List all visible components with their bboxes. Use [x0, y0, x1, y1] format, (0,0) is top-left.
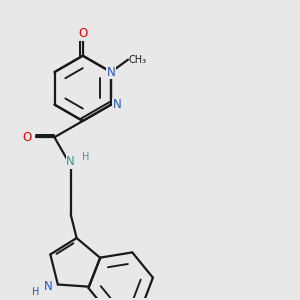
Text: H: H — [32, 287, 40, 297]
Text: CH₃: CH₃ — [128, 55, 146, 65]
Text: N: N — [107, 65, 116, 79]
Text: N: N — [66, 155, 75, 168]
Text: O: O — [22, 131, 32, 144]
Text: N: N — [112, 98, 121, 111]
Text: N: N — [44, 280, 52, 293]
Text: O: O — [78, 27, 87, 40]
Text: H: H — [82, 152, 89, 162]
